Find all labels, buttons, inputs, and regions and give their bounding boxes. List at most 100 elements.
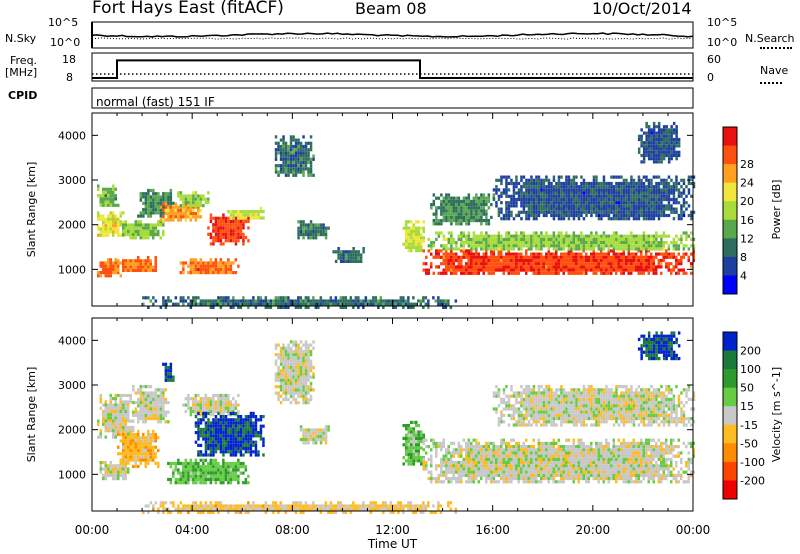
velocity-colorbar-tick: -15 <box>740 419 758 432</box>
power-colorbar-frame <box>722 126 738 295</box>
velocity-colorbar-swatch <box>723 350 737 370</box>
velocity-colorbar-tick: 50 <box>740 382 754 395</box>
freq-panel-frame <box>91 52 694 82</box>
noise-tick-left-top: 10^5 <box>48 16 79 29</box>
power-ylabel: Slant Range [km] <box>25 162 38 258</box>
power-region <box>142 296 458 309</box>
xtick-label: 08:00 <box>275 523 310 537</box>
freq-label-line2: [MHz] <box>5 66 38 79</box>
velocity-colorbar-tick: -50 <box>740 437 758 450</box>
velocity-region <box>299 425 330 445</box>
xtick-label: 04:00 <box>175 523 210 537</box>
power-colorbar-swatch <box>723 219 737 239</box>
xtick-label: 00:00 <box>676 523 711 537</box>
velocity-ylabel: Slant Range [km] <box>25 367 38 463</box>
velocity-colorbar-swatch <box>723 461 737 481</box>
noise-sky-line <box>91 32 694 38</box>
power-region <box>227 206 265 220</box>
power-colorbar-tick: 16 <box>740 214 754 227</box>
power-region <box>177 191 210 208</box>
velocity-region <box>402 420 425 466</box>
velocity-colorbar-swatch <box>723 332 737 352</box>
power-colorbar-swatch <box>723 164 737 184</box>
power-region <box>492 175 696 221</box>
velocity-colorbar-swatch <box>723 406 737 426</box>
velocity-ytick-label: 2000 <box>58 424 86 437</box>
power-colorbar-swatch <box>723 145 737 165</box>
power-region <box>97 211 125 237</box>
velocity-region <box>492 385 696 427</box>
power-ytick-label: 3000 <box>58 174 86 187</box>
power-colorbar-swatch <box>723 238 737 258</box>
nave-tick-top: 60 <box>707 53 721 66</box>
power-region <box>179 258 240 275</box>
velocity-region <box>97 393 135 439</box>
power-panel <box>97 121 696 309</box>
velocity-ytick-label: 1000 <box>58 468 86 481</box>
velocity-colorbar-tick: 100 <box>740 363 761 376</box>
x-axis-label: Time UT <box>367 537 418 551</box>
power-ytick-label: 2000 <box>58 219 86 232</box>
power-ytick-label: 4000 <box>58 129 86 142</box>
velocity-region <box>637 331 681 361</box>
power-colorbar-swatch <box>723 182 737 202</box>
power-region <box>119 220 165 240</box>
power-colorbar-swatch <box>723 127 737 147</box>
nave-tick-bottom: 0 <box>707 71 714 84</box>
noise-right-label: N.Search <box>745 32 795 45</box>
velocity-colorbar-tick: 200 <box>740 345 761 358</box>
power-region <box>97 258 125 278</box>
velocity-region <box>274 340 315 405</box>
velocity-ytick-label: 3000 <box>58 379 86 392</box>
freq-label-line1: Freq. <box>10 54 38 67</box>
power-region <box>97 184 120 207</box>
velocity-region <box>142 501 458 514</box>
velocity-panel <box>97 331 696 514</box>
xtick-label: 12:00 <box>375 523 410 537</box>
power-region <box>274 135 315 177</box>
velocity-colorbar-swatch <box>723 387 737 407</box>
noise-search-line <box>91 37 694 40</box>
velocity-region <box>182 393 240 417</box>
nave-label: Nave <box>760 64 789 77</box>
power-region <box>297 220 330 240</box>
power-colorbar-swatch <box>723 275 737 295</box>
freq-tick-bottom: 8 <box>66 71 73 84</box>
noise-right-legend <box>760 47 792 49</box>
power-region <box>207 213 250 246</box>
velocity-colorbar-tick: -100 <box>740 456 765 469</box>
power-colorbar-tick: 28 <box>740 158 754 171</box>
date-title: 10/Oct/2014 <box>592 0 692 18</box>
velocity-region <box>194 411 265 457</box>
power-region <box>427 231 696 251</box>
power-region <box>422 249 695 275</box>
noise-tick-right-bottom: 10^0 <box>707 36 738 49</box>
freq-tick-top: 18 <box>62 53 76 66</box>
velocity-region <box>422 438 695 484</box>
cpid-label: CPID <box>8 89 38 102</box>
velocity-colorbar-tick: 15 <box>740 400 754 413</box>
velocity-region <box>167 458 250 485</box>
xtick-label: 00:00 <box>75 523 110 537</box>
noise-tick-right-top: 10^5 <box>707 16 738 29</box>
velocity-colorbar-swatch <box>723 369 737 389</box>
velocity-region <box>99 461 130 481</box>
xtick-label: 20:00 <box>576 523 611 537</box>
velocity-colorbar-label: Velocity [m s^-1] <box>770 367 783 462</box>
beam-title: Beam 08 <box>355 0 427 18</box>
power-colorbar-swatch <box>723 256 737 276</box>
velocity-region <box>117 429 160 469</box>
station-title: Fort Hays East (fitACF) <box>92 0 284 18</box>
velocity-ytick-label: 4000 <box>58 334 86 347</box>
power-region <box>332 247 365 263</box>
velocity-colorbar-swatch <box>723 480 737 500</box>
xtick-label: 16:00 <box>475 523 510 537</box>
power-colorbar-label: Power [dB] <box>770 180 783 240</box>
nave-legend <box>760 82 782 84</box>
velocity-colorbar-swatch <box>723 443 737 463</box>
power-colorbar-swatch <box>723 201 737 221</box>
power-region <box>117 256 157 272</box>
power-colorbar-tick: 12 <box>740 232 754 245</box>
power-region <box>637 121 681 164</box>
cpid-text: normal (fast) 151 IF <box>96 95 215 109</box>
